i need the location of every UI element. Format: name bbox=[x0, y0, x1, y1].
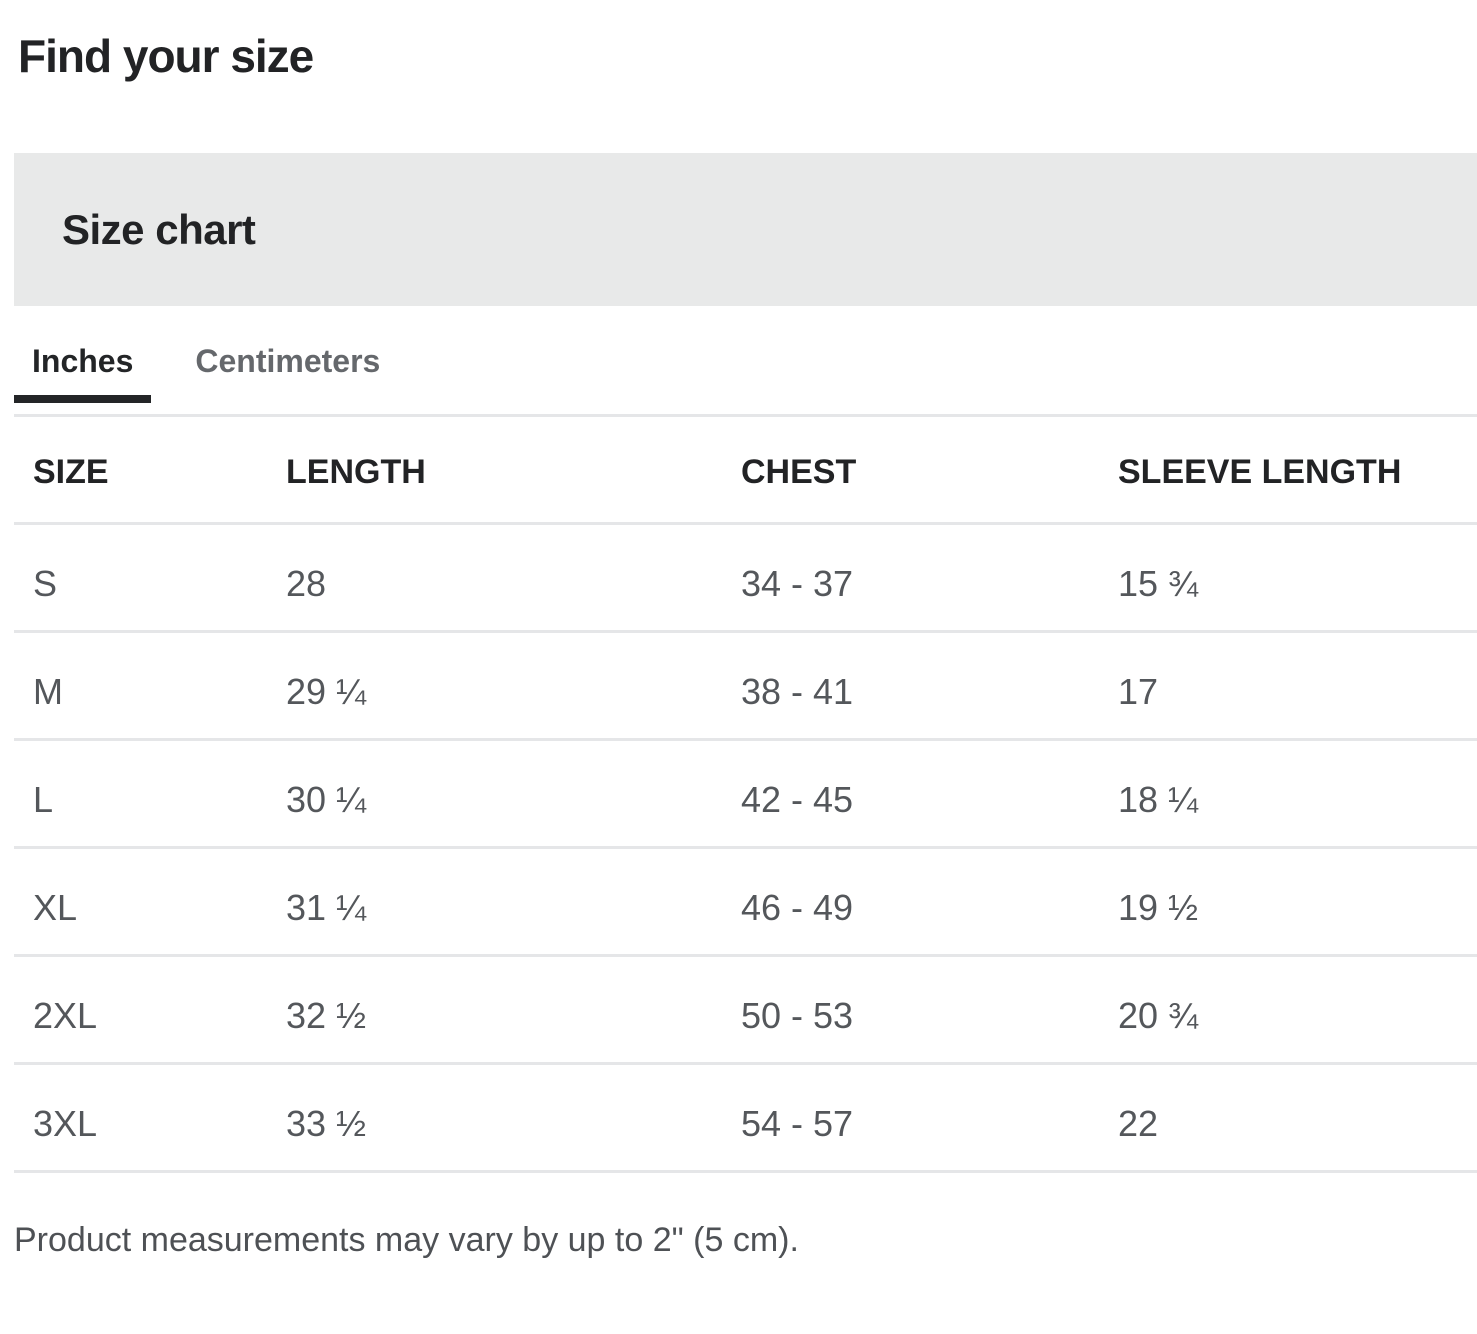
size-cell: S bbox=[14, 523, 286, 633]
chest-cell: 46 - 49 bbox=[741, 847, 1118, 957]
column-header-chest: CHEST bbox=[741, 417, 1118, 525]
sleeve-length-cell: 18 ¼ bbox=[1118, 739, 1477, 849]
table-row: 3XL 33 ½ 54 - 57 22 bbox=[14, 1063, 1477, 1173]
size-cell: XL bbox=[14, 847, 286, 957]
tab-bar-divider bbox=[14, 414, 1477, 417]
length-cell: 30 ¼ bbox=[286, 739, 741, 849]
length-cell: 32 ½ bbox=[286, 955, 741, 1065]
length-cell: 28 bbox=[286, 523, 741, 633]
table-row: S 28 34 - 37 15 ¾ bbox=[14, 523, 1477, 633]
size-cell: 2XL bbox=[14, 955, 286, 1065]
length-cell: 33 ½ bbox=[286, 1063, 741, 1173]
sleeve-length-cell: 17 bbox=[1118, 631, 1477, 741]
unit-tab-bar: Inches Centimeters bbox=[14, 344, 1477, 403]
column-header-length: LENGTH bbox=[286, 417, 741, 525]
chest-cell: 54 - 57 bbox=[741, 1063, 1118, 1173]
chest-cell: 34 - 37 bbox=[741, 523, 1118, 633]
column-header-sleeve-length: SLEEVE LENGTH bbox=[1118, 417, 1477, 525]
chest-cell: 38 - 41 bbox=[741, 631, 1118, 741]
measurement-note: Product measurements may vary by up to 2… bbox=[14, 1221, 799, 1259]
sleeve-length-cell: 19 ½ bbox=[1118, 847, 1477, 957]
page-title: Find your size bbox=[18, 30, 314, 82]
size-chart-table: SIZE LENGTH CHEST SLEEVE LENGTH S 28 34 … bbox=[14, 417, 1477, 1173]
sleeve-length-cell: 20 ¾ bbox=[1118, 955, 1477, 1065]
tab-inches[interactable]: Inches bbox=[14, 344, 152, 403]
table-row: XL 31 ¼ 46 - 49 19 ½ bbox=[14, 847, 1477, 957]
size-chart-banner: Size chart bbox=[14, 153, 1477, 306]
length-cell: 29 ¼ bbox=[286, 631, 741, 741]
length-cell: 31 ¼ bbox=[286, 847, 741, 957]
sleeve-length-cell: 15 ¾ bbox=[1118, 523, 1477, 633]
chest-cell: 42 - 45 bbox=[741, 739, 1118, 849]
column-header-size: SIZE bbox=[14, 417, 286, 525]
size-chart-title: Size chart bbox=[62, 205, 256, 253]
table-row: M 29 ¼ 38 - 41 17 bbox=[14, 631, 1477, 741]
tab-centimeters[interactable]: Centimeters bbox=[195, 343, 381, 379]
size-cell: M bbox=[14, 631, 286, 741]
size-cell: 3XL bbox=[14, 1063, 286, 1173]
table-row: 2XL 32 ½ 50 - 53 20 ¾ bbox=[14, 955, 1477, 1065]
chest-cell: 50 - 53 bbox=[741, 955, 1118, 1065]
sleeve-length-cell: 22 bbox=[1118, 1063, 1477, 1173]
size-cell: L bbox=[14, 739, 286, 849]
table-row: L 30 ¼ 42 - 45 18 ¼ bbox=[14, 739, 1477, 849]
table-header-row: SIZE LENGTH CHEST SLEEVE LENGTH bbox=[14, 417, 1477, 525]
